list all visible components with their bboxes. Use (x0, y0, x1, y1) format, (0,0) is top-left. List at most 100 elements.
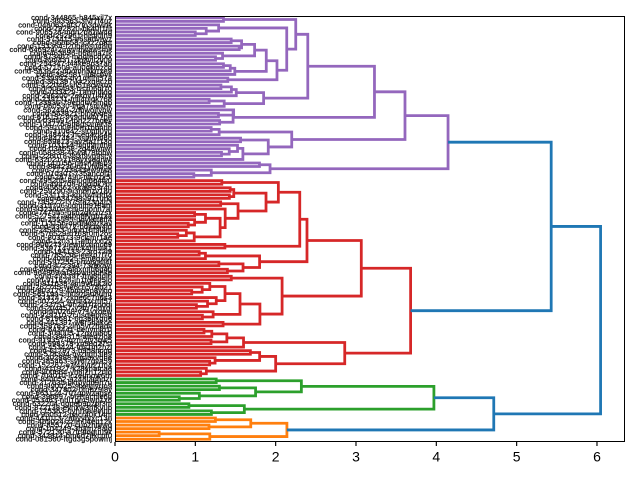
svg-text:cond-578394-qvzhgh3ln9: cond-578394-qvzhgh3ln9 (24, 350, 112, 359)
svg-text:cond-531133-kp0ovflddf4: cond-531133-kp0ovflddf4 (25, 190, 113, 199)
svg-text:cond-819681-6g3ojixgu6: cond-819681-6g3ojixgu6 (26, 314, 112, 323)
svg-text:cond-792820-bk40f1fjt: cond-792820-bk40f1fjt (34, 24, 113, 33)
svg-text:cond-058338-4kw9l78tbbw: cond-058338-4kw9l78tbbw (19, 148, 113, 157)
svg-text:cond-259290-9j3n6hzv18u: cond-259290-9j3n6hzv18u (20, 187, 112, 196)
svg-text:cond-463656-h68ma7tk: cond-463656-h68ma7tk (30, 49, 112, 58)
svg-text:cond-536472-bdjctw4jd: cond-536472-bdjctw4jd (31, 222, 112, 231)
svg-text:cond-396997-b67tnchlc6u: cond-396997-b67tnchlc6u (22, 392, 112, 401)
svg-text:cond-539992-dv1mtlhj57a: cond-539992-dv1mtlhj57a (22, 73, 113, 82)
svg-text:cond-634758-l911urkj: cond-634758-l911urkj (37, 194, 112, 203)
svg-text:cond-562484-2dbwojfybw: cond-562484-2dbwojfybw (23, 105, 112, 114)
svg-text:cond-385463-syr8fzgva59: cond-385463-syr8fzgva59 (22, 357, 112, 366)
svg-text:cond-573415-e6sadvnyz: cond-573415-e6sadvnyz (27, 34, 112, 43)
svg-text:cond-239731-mli4plqk768: cond-239731-mli4plqk768 (22, 95, 112, 104)
svg-text:cond-194133-23rq72i9: cond-194133-23rq72i9 (34, 247, 112, 256)
svg-text:cond-950512-pacr40k14m: cond-950512-pacr40k14m (21, 410, 112, 419)
svg-text:cond-506493-bsz06ol70: cond-506493-bsz06ol70 (29, 84, 113, 93)
svg-text:5: 5 (513, 449, 521, 465)
svg-text:cond-104776-6p8gszner35: cond-104776-6p8gszner35 (19, 119, 112, 128)
svg-text:cond-964869-af3xpwugbhkp: cond-964869-af3xpwugbhkp (14, 268, 112, 277)
svg-text:cond-855720-cupzhtewq: cond-855720-cupzhtewq (27, 420, 112, 429)
svg-text:cond-226018-9sxl9vg9scv: cond-226018-9sxl9vg9scv (22, 151, 113, 160)
svg-text:cond-033429-1abmiltdq: cond-033429-1abmiltdq (30, 88, 112, 97)
svg-text:cond-884236-qt1yfwb5o: cond-884236-qt1yfwb5o (29, 162, 113, 171)
svg-text:cond-204457-y2tg75dxoi: cond-204457-y2tg75dxoi (26, 304, 112, 313)
svg-text:cond-245943-pdpq1hf9lam: cond-245943-pdpq1hf9lam (19, 226, 112, 235)
svg-text:cond-394315-afedzlo8: cond-394315-afedzlo8 (35, 332, 113, 341)
svg-text:cond-053463-ndl1gm5wp1x6: cond-053463-ndl1gm5wp1x6 (12, 396, 112, 405)
svg-text:cond-643441-deuvmlo1l: cond-643441-deuvmlo1l (29, 325, 113, 334)
svg-text:cond-572130-a7lr9fdguu9k: cond-572130-a7lr9fdguu9k (19, 428, 112, 437)
svg-text:3: 3 (352, 449, 360, 465)
svg-text:cond-803179-4bmoep8ykio: cond-803179-4bmoep8ykio (18, 286, 112, 295)
svg-text:cond-465024-zzim04eu12k: cond-465024-zzim04eu12k (18, 417, 112, 426)
svg-text:cond-292961-hjsll0jn9: cond-292961-hjsll0jn9 (36, 31, 113, 40)
svg-text:cond-993563-3lvf7f4uz: cond-993563-3lvf7f4uz (33, 17, 113, 26)
svg-text:cond-576529-n163r0m2os: cond-576529-n163r0m2os (21, 229, 112, 238)
svg-text:cond-840052-a248l3ghdzr: cond-840052-a248l3ghdzr (21, 374, 112, 383)
svg-text:cond-583842-d0omh5krrxe9: cond-583842-d0omh5krrxe9 (14, 66, 112, 75)
svg-text:cond-217635-bktpydd9h7u: cond-217635-bktpydd9h7u (19, 378, 112, 387)
svg-text:2: 2 (272, 449, 280, 465)
svg-text:cond-358783-2lm5vt2hadv: cond-358783-2lm5vt2hadv (20, 321, 112, 330)
svg-text:cond-597255-nrro6g4i4r: cond-597255-nrro6g4i4r (28, 258, 112, 267)
svg-text:cond-811638-4m9v1uk2io: cond-811638-4m9v1uk2io (23, 279, 112, 288)
svg-text:cond-663124-707gpwzagso: cond-663124-707gpwzagso (16, 389, 112, 398)
svg-text:cond-906273-uewlttcnmc69: cond-906273-uewlttcnmc69 (16, 240, 112, 249)
svg-text:cond-153364-f20qe6su48iq: cond-153364-f20qe6su48iq (17, 42, 112, 51)
svg-text:cond-048063-8f37m3dwink: cond-048063-8f37m3dwink (18, 20, 112, 29)
svg-text:cond-872138-eynxw3hfkvub: cond-872138-eynxw3hfkvub (15, 403, 112, 412)
svg-text:1: 1 (191, 449, 199, 465)
svg-text:cond-034591-tpn227bqey: cond-034591-tpn227bqey (23, 116, 112, 125)
svg-text:cond-527547-a4bq8fvgb1xa: cond-527547-a4bq8fvgb1xa (15, 212, 113, 221)
svg-text:cond-906528-mdn2q8ziw4d: cond-906528-mdn2q8ziw4d (16, 27, 112, 36)
svg-text:cond-347802-0tubz9l8y: cond-347802-0tubz9l8y (31, 385, 113, 394)
svg-text:cond-081560-ftgd3g5powmj: cond-081560-ftgd3g5powmj (16, 435, 113, 444)
svg-text:cond-984812-6l8xmjb6g4g: cond-984812-6l8xmjb6g4g (20, 265, 112, 274)
svg-text:6: 6 (593, 449, 601, 465)
svg-text:cond-113156-opdi9q9zkav: cond-113156-opdi9q9zkav (21, 219, 112, 228)
svg-text:cond-959813-javzfa1f13g: cond-959813-javzfa1f13g (24, 137, 112, 146)
svg-text:cond-500268-v71yxoew: cond-500268-v71yxoew (30, 307, 113, 316)
svg-text:cond-461397-w8r5hakce: cond-461397-w8r5hakce (26, 318, 112, 327)
svg-text:cond-034658-2q48wnwi: cond-034658-2q48wnwi (30, 144, 113, 153)
svg-text:0: 0 (111, 449, 119, 465)
svg-text:cond-493397-tny3qdln: cond-493397-tny3qdln (35, 272, 113, 281)
svg-text:cond-563821-blnovqea: cond-563821-blnovqea (32, 109, 112, 118)
svg-text:cond-141056-phsr0iiisb9: cond-141056-phsr0iiisb9 (27, 158, 113, 167)
svg-text:cond-932340-dcmcmonn7al: cond-932340-dcmcmonn7al (16, 204, 113, 213)
svg-text:cond-361397-kk2xquczb: cond-361397-kk2xquczb (27, 77, 112, 86)
svg-text:cond-539714-nhck4hlmik1: cond-539714-nhck4hlmik1 (21, 243, 112, 252)
svg-text:cond-404625-em6qxij4: cond-404625-em6qxij4 (33, 254, 112, 263)
svg-text:cond-232751-6h2jd7jzooqi: cond-232751-6h2jd7jzooqi (20, 300, 112, 309)
svg-text:cond-565199-cm09ziau8umr: cond-565199-cm09ziau8umr (13, 289, 112, 298)
svg-text:cond-267745-we6cn578b21: cond-267745-we6cn578b21 (16, 282, 112, 291)
svg-text:cond-873467-mbgtecd0tx: cond-873467-mbgtecd0tx (24, 52, 112, 61)
svg-text:cond-309005-12qxm8o0: cond-309005-12qxm8o0 (28, 328, 112, 337)
svg-text:cond-495205-8m0ql6q4fy0: cond-495205-8m0ql6q4fy0 (20, 176, 113, 185)
svg-text:cond-342914-bm6d7jfxcpf0: cond-342914-bm6d7jfxcpf0 (18, 431, 113, 440)
svg-text:cond-254347-l44ke8p37ah: cond-254347-l44ke8p37ah (19, 59, 112, 68)
svg-text:cond-060530-lrqa7smxhk: cond-060530-lrqa7smxhk (24, 102, 112, 111)
svg-text:4: 4 (432, 449, 440, 465)
svg-text:cond-472394-73rbxayi: cond-472394-73rbxayi (35, 261, 113, 270)
svg-text:cond-007224-vcmr4zcmf57: cond-007224-vcmr4zcmf57 (18, 297, 112, 306)
svg-text:cond-795277-l375t823g4c3: cond-795277-l375t823g4c3 (17, 197, 112, 206)
svg-text:cond-287490-tdcpzx5i: cond-287490-tdcpzx5i (35, 173, 112, 182)
svg-text:cond-302888-wjslbxvqhe: cond-302888-wjslbxvqhe (26, 353, 112, 362)
svg-text:cond-911628-jn1tgfev5jo: cond-911628-jn1tgfev5jo (27, 275, 112, 284)
svg-text:cond-616157-9y9quwhr7pe: cond-616157-9y9quwhr7pe (17, 112, 112, 121)
svg-text:cond-148442-hceq4zis4n: cond-148442-hceq4zis4n (25, 130, 113, 139)
svg-text:cond-747555-psb2gkcnzsx: cond-747555-psb2gkcnzsx (19, 208, 112, 217)
svg-text:cond-998378-xn90q27st: cond-998378-xn90q27st (28, 339, 113, 348)
svg-text:cond-632021-z188yxyqgnwi: cond-632021-z188yxyqgnwi (15, 155, 112, 164)
svg-text:cond-422048-sh51ecwkuv: cond-422048-sh51ecwkuv (21, 80, 112, 89)
svg-text:cond-929210-zcusqjepdsg: cond-929210-zcusqjepdsg (21, 311, 112, 320)
svg-text:cond-775363-0yhr8eieejuu: cond-775363-0yhr8eieejuu (19, 406, 112, 415)
svg-text:cond-566658-lcxz2otot: cond-566658-lcxz2otot (33, 38, 113, 47)
svg-text:cond-646924-2myvmwawsmk: cond-646924-2myvmwawsmk (10, 45, 113, 54)
svg-text:cond-310642-sl0gtl0yg: cond-310642-sl0gtl0yg (33, 127, 112, 136)
svg-text:cond-704010-lczeunow6rh: cond-704010-lczeunow6rh (20, 371, 112, 380)
svg-text:cond-255595-uqykot8ff4: cond-255595-uqykot8ff4 (28, 215, 112, 224)
svg-text:cond-990025-slxegiyrm9: cond-990025-slxegiyrm9 (27, 382, 112, 391)
